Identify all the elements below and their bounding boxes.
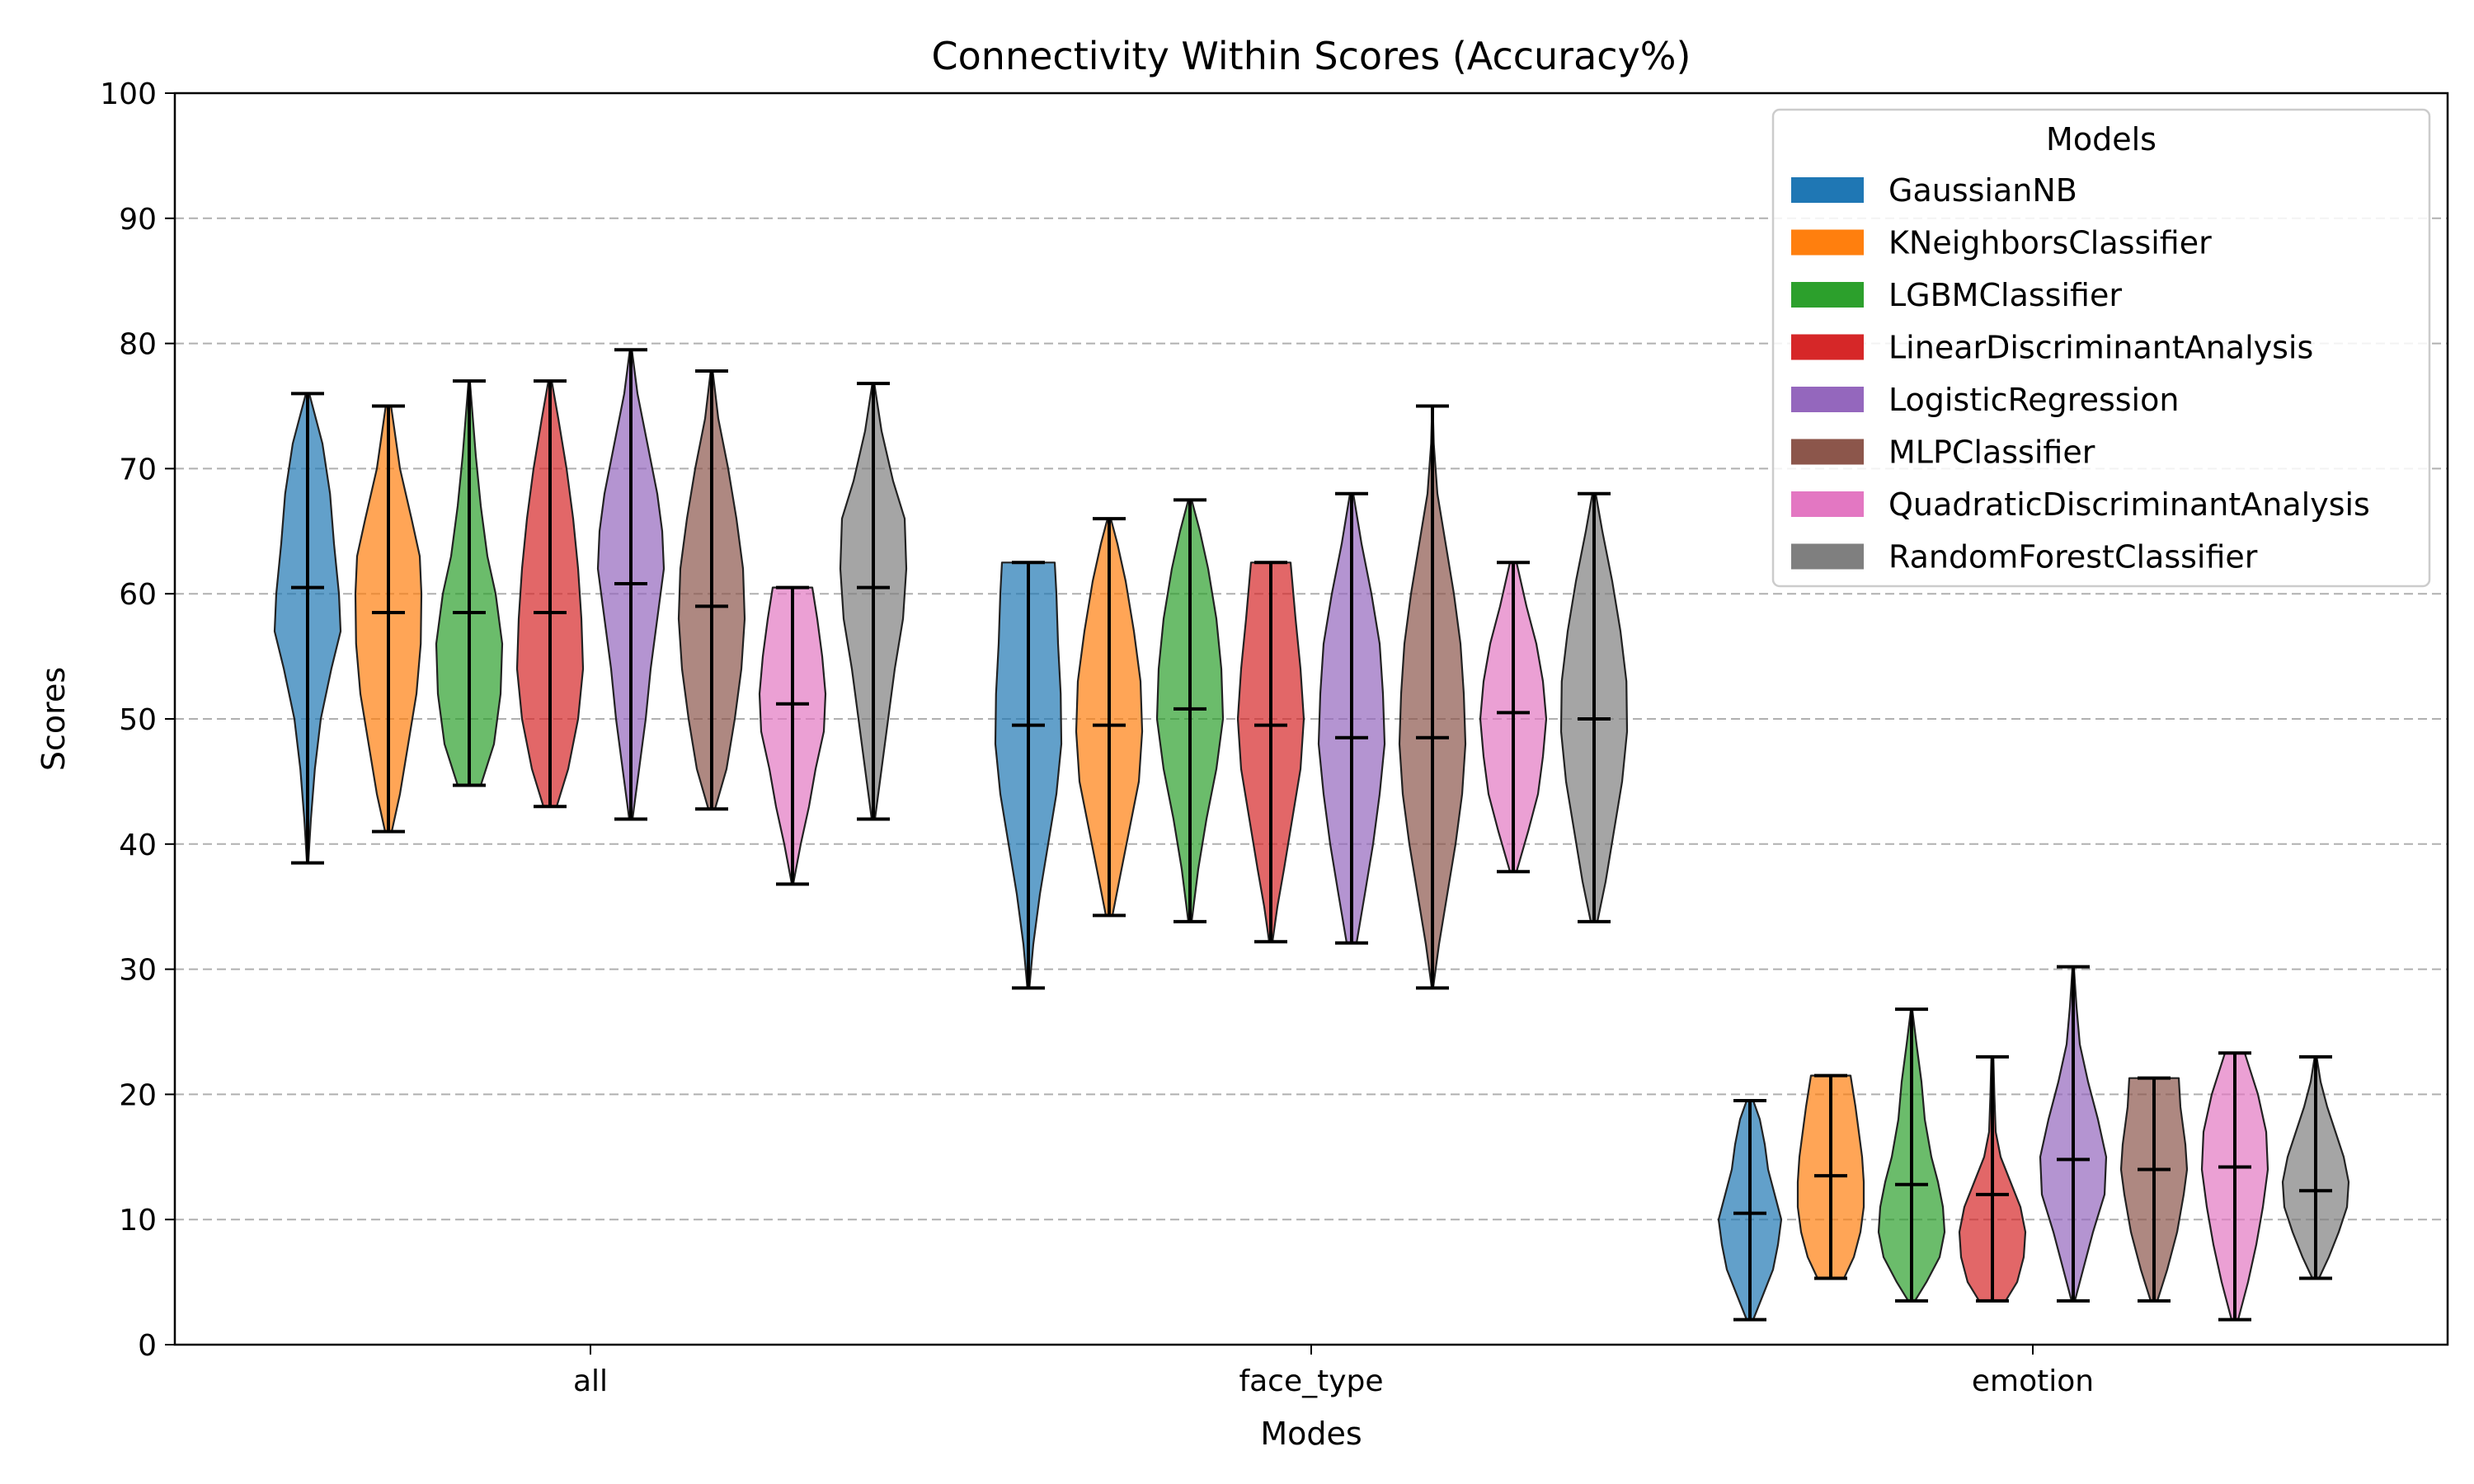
legend-swatch-randomforestclassifier bbox=[1791, 543, 1864, 570]
y-tick-label: 80 bbox=[119, 328, 157, 362]
legend-label-lgbmclassifier: LGBMClassifier bbox=[1888, 277, 2122, 313]
y-tick-label: 90 bbox=[119, 203, 157, 237]
y-tick-label: 20 bbox=[119, 1078, 157, 1112]
legend-label-gaussiannb: GaussianNB bbox=[1888, 172, 2077, 209]
x-axis: all face_type emotion bbox=[573, 1345, 2094, 1398]
y-tick-label: 10 bbox=[119, 1204, 157, 1237]
legend: Models GaussianNB KNeighborsClassifier LGB… bbox=[1771, 108, 2431, 588]
legend-label-logisticregression: LogisticRegression bbox=[1888, 382, 2179, 418]
legend-label-lineardiscriminantanalysis: LinearDiscriminantAnalysis bbox=[1888, 330, 2313, 366]
legend-swatch-quadraticdiscriminantanalysis bbox=[1791, 491, 1864, 517]
violins bbox=[273, 348, 2350, 1322]
legend-title: Models bbox=[2046, 121, 2157, 157]
y-tick-label: 0 bbox=[138, 1329, 157, 1363]
chart-title: Connectivity Within Scores (Accuracy%) bbox=[932, 34, 1691, 78]
y-axis-label: Scores bbox=[35, 667, 72, 771]
legend-swatch-kneighborsclassifier bbox=[1791, 229, 1864, 256]
legend-label-randomforestclassifier: RandomForestClassifier bbox=[1888, 539, 2258, 575]
legend-swatch-mlpclassifier bbox=[1791, 439, 1864, 465]
legend-label-quadraticdiscriminantanalysis: QuadraticDiscriminantAnalysis bbox=[1888, 486, 2370, 523]
legend-swatch-gaussiannb bbox=[1791, 177, 1864, 203]
legend-label-kneighborsclassifier: KNeighborsClassifier bbox=[1888, 225, 2212, 261]
x-tick-label-all: all bbox=[573, 1364, 608, 1398]
y-tick-label: 100 bbox=[100, 77, 157, 111]
x-axis-label: Modes bbox=[1260, 1416, 1362, 1452]
legend-swatch-logisticregression bbox=[1791, 387, 1864, 412]
y-tick-label: 40 bbox=[119, 829, 157, 862]
legend-label-mlpclassifier: MLPClassifier bbox=[1888, 434, 2095, 471]
legend-frame bbox=[1771, 108, 2431, 588]
x-tick-label-emotion: emotion bbox=[1972, 1364, 2094, 1398]
legend-swatch-lgbmclassifier bbox=[1791, 282, 1864, 308]
y-axis: 0 10 20 30 40 50 60 70 80 90 100 bbox=[100, 77, 175, 1363]
y-tick-label: 60 bbox=[119, 578, 157, 612]
y-tick-label: 50 bbox=[119, 703, 157, 737]
y-tick-label: 70 bbox=[119, 453, 157, 486]
y-tick-label: 30 bbox=[119, 954, 157, 988]
x-tick-label-face-type: face_type bbox=[1239, 1364, 1383, 1398]
legend-swatch-lineardiscriminantanalysis bbox=[1791, 334, 1864, 360]
